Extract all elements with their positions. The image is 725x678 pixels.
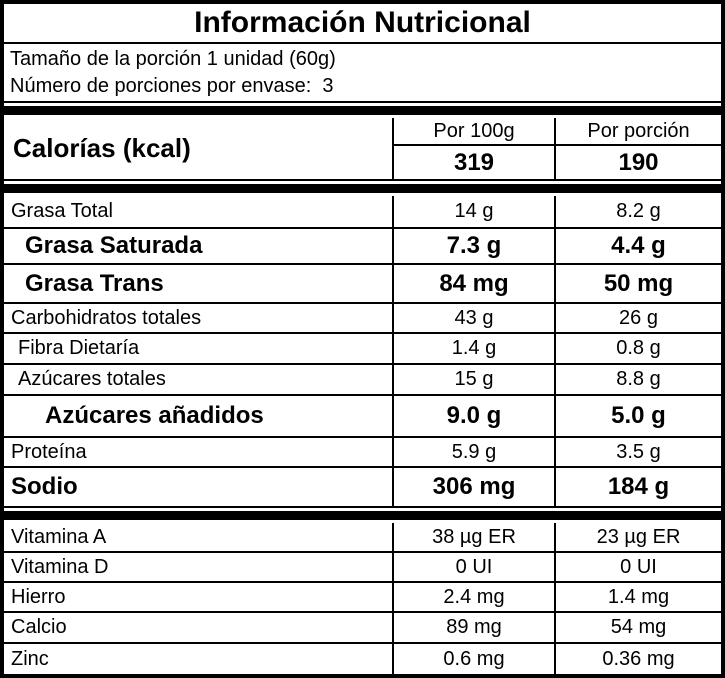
nutrient-name: Hierro bbox=[11, 585, 66, 608]
nutrient-name: Fibra Dietaría bbox=[18, 337, 140, 359]
nutrient-name: Grasa Trans bbox=[25, 269, 164, 297]
nutrient-name: Vitamina D bbox=[11, 555, 109, 578]
nutrient-name: Vitamina A bbox=[11, 525, 107, 548]
nutrient-name: Carbohidratos totales bbox=[11, 306, 202, 329]
nutrient-per-100g-value: 15 g bbox=[392, 365, 554, 394]
nutrient-per-portion-value: 5.0 g bbox=[554, 396, 721, 436]
table-row-calcio: Calcio 89 mg 54 mg bbox=[4, 613, 721, 644]
table-row-vitamina-a: Vitamina A 38 µg ER 23 µg ER bbox=[4, 523, 721, 553]
nutrient-per-portion-value: 8.2 g bbox=[554, 196, 721, 227]
nutrient-per-portion-value: 54 mg bbox=[554, 613, 721, 642]
nutrient-per-100g-value: 1.4 g bbox=[392, 334, 554, 363]
nutrient-name: Zinc bbox=[11, 647, 49, 670]
table-row-grasa-trans: Grasa Trans 84 mg 50 mg bbox=[4, 265, 721, 304]
section-divider-bar bbox=[4, 106, 721, 115]
table-row-vitamina-d: Vitamina D 0 UI 0 UI bbox=[4, 553, 721, 583]
serving-size-line: Tamaño de la porción 1 unidad (60g) bbox=[10, 47, 336, 70]
nutrient-per-portion-value: 0.8 g bbox=[554, 334, 721, 363]
table-row-zinc: Zinc 0.6 mg 0.36 mg bbox=[4, 644, 721, 674]
nutrient-per-portion-value: 50 mg bbox=[554, 265, 721, 302]
nutrient-per-100g-value: 0.6 mg bbox=[392, 644, 554, 674]
nutrient-per-portion-value: 3.5 g bbox=[554, 438, 721, 466]
column-header-per-portion: Por porción bbox=[554, 118, 721, 146]
nutrient-per-100g-value: 89 mg bbox=[392, 613, 554, 642]
nutrient-per-portion-value: 1.4 mg bbox=[554, 583, 721, 611]
servings-per-container-line: Número de porciones por envase: 3 bbox=[10, 74, 334, 97]
table-row-grasa-saturada: Grasa Saturada 7.3 g 4.4 g bbox=[4, 229, 721, 265]
nutrient-per-portion-value: 8.8 g bbox=[554, 365, 721, 394]
section-divider-bar bbox=[4, 184, 721, 193]
nutrient-per-portion-value: 184 g bbox=[554, 468, 721, 506]
table-row-fibra-dietaria: Fibra Dietaría 1.4 g 0.8 g bbox=[4, 334, 721, 365]
label-title: Información Nutricional bbox=[4, 4, 721, 44]
serving-info: Tamaño de la porción 1 unidad (60g) Núme… bbox=[4, 44, 721, 103]
table-row-hierro: Hierro 2.4 mg 1.4 mg bbox=[4, 583, 721, 613]
nutrient-per-100g-value: 7.3 g bbox=[392, 229, 554, 263]
calories-section: Calorías (kcal) Por 100g Por porción 319… bbox=[4, 118, 721, 181]
section-divider-bar bbox=[4, 511, 721, 520]
nutrient-name: Calcio bbox=[11, 616, 67, 638]
nutrient-per-100g-value: 84 mg bbox=[392, 265, 554, 302]
table-row-azucares-anadidos: Azúcares añadidos 9.0 g 5.0 g bbox=[4, 396, 721, 438]
nutrient-per-100g-value: 9.0 g bbox=[392, 396, 554, 436]
nutrient-name: Sodio bbox=[11, 473, 78, 500]
nutrient-name: Azúcares añadidos bbox=[45, 402, 264, 429]
table-row-carbohidratos-totales: Carbohidratos totales 43 g 26 g bbox=[4, 304, 721, 334]
table-row-grasa-total: Grasa Total 14 g 8.2 g bbox=[4, 196, 721, 229]
nutrient-per-100g-value: 38 µg ER bbox=[392, 523, 554, 551]
calories-label: Calorías (kcal) bbox=[13, 133, 191, 163]
table-row-sodio: Sodio 306 mg 184 g bbox=[4, 468, 721, 508]
calories-per-portion-value: 190 bbox=[554, 146, 721, 179]
nutrient-per-100g-value: 306 mg bbox=[392, 468, 554, 506]
nutrient-name: Grasa Total bbox=[11, 200, 113, 222]
nutrient-per-portion-value: 4.4 g bbox=[554, 229, 721, 263]
nutrient-name: Proteína bbox=[11, 440, 87, 463]
nutrient-per-portion-value: 23 µg ER bbox=[554, 523, 721, 551]
column-header-per-100g: Por 100g bbox=[392, 118, 554, 146]
nutrient-per-100g-value: 0 UI bbox=[392, 553, 554, 581]
nutrient-name: Azúcares totales bbox=[18, 368, 166, 390]
calories-per-100g-value: 319 bbox=[392, 146, 554, 179]
nutrient-per-100g-value: 14 g bbox=[392, 196, 554, 227]
nutrient-per-100g-value: 5.9 g bbox=[392, 438, 554, 466]
table-row-azucares-totales: Azúcares totales 15 g 8.8 g bbox=[4, 365, 721, 396]
nutrient-per-portion-value: 26 g bbox=[554, 304, 721, 332]
nutrient-per-portion-value: 0.36 mg bbox=[554, 644, 721, 674]
nutrient-per-portion-value: 0 UI bbox=[554, 553, 721, 581]
nutrient-per-100g-value: 43 g bbox=[392, 304, 554, 332]
table-row-proteina: Proteína 5.9 g 3.5 g bbox=[4, 438, 721, 468]
nutrient-name: Grasa Saturada bbox=[25, 232, 203, 259]
nutrient-per-100g-value: 2.4 mg bbox=[392, 583, 554, 611]
